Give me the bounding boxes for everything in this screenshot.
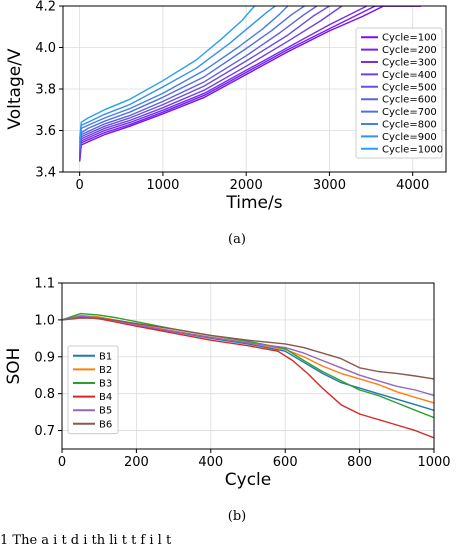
chart-b-ytick-label-4: 1.1 <box>34 277 55 292</box>
bottom-partial-text: 1 The a i t d i th li t t f i l t <box>0 533 172 545</box>
chart-a-series-line-7 <box>79 6 305 150</box>
chart-b-xtick-label-1: 200 <box>124 455 149 470</box>
chart-b-xtick-label-5: 1000 <box>417 455 450 470</box>
chart-b-ytick-label-3: 1.0 <box>34 313 55 328</box>
chart-a-y-axis-label: Voltage/V <box>5 48 25 129</box>
chart-b-ytick-label-0: 0.7 <box>34 424 55 439</box>
caption-b: (b) <box>228 509 246 524</box>
chart-b-series-line-4 <box>62 316 434 439</box>
chart-b-xtick-label-4: 800 <box>347 455 372 470</box>
chart-b-legend-box <box>67 345 119 435</box>
chart-a-legend-label-7: Cycle=700 <box>382 107 437 118</box>
chart-b-legend-label-2: B2 <box>99 365 112 376</box>
chart-a-ytick-label-1: 3.6 <box>35 124 56 139</box>
chart-b-xtick-label-2: 400 <box>198 455 223 470</box>
chart-a-xtick-label-3: 3000 <box>313 178 346 193</box>
chart-b-legend-label-5: B5 <box>99 406 112 417</box>
chart-a-legend-label-9: Cycle=900 <box>382 132 437 143</box>
chart-a: 0 1000 2000 3000 4000 3.4 3.6 3.8 4.0 4.2 Time/s Vo… <box>5 0 447 213</box>
chart-a-series-line-10 <box>79 6 256 139</box>
chart-b-x-axis-label: Cycle <box>225 470 271 490</box>
chart-b-legend-label-1: B1 <box>99 351 112 362</box>
chart-a-xtick-label-0: 0 <box>76 178 84 193</box>
chart-b-xtick-label-3: 600 <box>273 455 298 470</box>
chart-a-xtick-label-4: 4000 <box>396 178 429 193</box>
chart-b-y-axis-label: SOH <box>4 348 24 385</box>
chart-b-plot-frame <box>61 282 435 450</box>
chart-a-series-line-1 <box>79 6 421 162</box>
chart-b-legend-label-4: B4 <box>99 392 112 403</box>
chart-a-series-line-5 <box>79 6 330 154</box>
chart-a-legend-box <box>355 27 443 159</box>
chart-b-series-group <box>62 312 434 439</box>
chart-a-series-group <box>79 6 421 162</box>
chart-a-series-line-3 <box>79 6 368 158</box>
chart-a-series-line-2 <box>79 6 421 160</box>
chart-b-series-line-3 <box>62 312 434 419</box>
chart-a-series-line-8 <box>79 6 289 148</box>
chart-a-legend-label-3: Cycle=300 <box>382 58 437 69</box>
chart-a-ytick-label-2: 3.8 <box>35 83 56 98</box>
chart-b-legend: B1 B2 B3 B4 B5 B6 <box>67 345 119 435</box>
chart-a-legend-label-2: Cycle=200 <box>382 45 437 56</box>
chart-a-legend-label-10: Cycle=1000 <box>382 144 443 155</box>
chart-a-legend-label-5: Cycle=500 <box>382 82 437 93</box>
chart-a-series-line-9 <box>79 6 276 143</box>
chart-b-xtick-label-0: 0 <box>58 455 66 470</box>
chart-a-legend-label-4: Cycle=400 <box>382 70 437 81</box>
chart-a-legend-label-6: Cycle=600 <box>382 95 437 106</box>
chart-a-legend-label-1: Cycle=100 <box>382 33 437 44</box>
chart-a-x-axis-label: Time/s <box>225 193 282 213</box>
chart-b-ytick-label-1: 0.8 <box>34 387 55 402</box>
chart-b-ytick-label-2: 0.9 <box>34 350 55 365</box>
chart-b-series-line-6 <box>62 317 434 380</box>
chart-a-xtick-label-2: 2000 <box>230 178 263 193</box>
chart-a-series-line-6 <box>79 6 318 152</box>
chart-b-legend-label-3: B3 <box>99 379 112 390</box>
chart-a-ytick-label-0: 3.4 <box>35 166 56 181</box>
chart-a-xtick-label-1: 1000 <box>146 178 179 193</box>
chart-b: 0 200 400 600 800 1000 0.7 0.8 0.9 1.0 1.1 Cycle SOH… <box>4 277 451 491</box>
chart-a-ytick-label-3: 4.0 <box>35 41 56 56</box>
chart-a-legend-label-8: Cycle=800 <box>382 120 437 131</box>
chart-a-series-line-4 <box>79 6 343 156</box>
chart-a-legend: Cycle=100Cycle=200Cycle=300Cycle=400Cycl… <box>355 27 443 159</box>
caption-a: (a) <box>228 232 246 247</box>
chart-a-ytick-label-4: 4.2 <box>35 0 56 15</box>
chart-b-legend-label-6: B6 <box>99 419 112 430</box>
